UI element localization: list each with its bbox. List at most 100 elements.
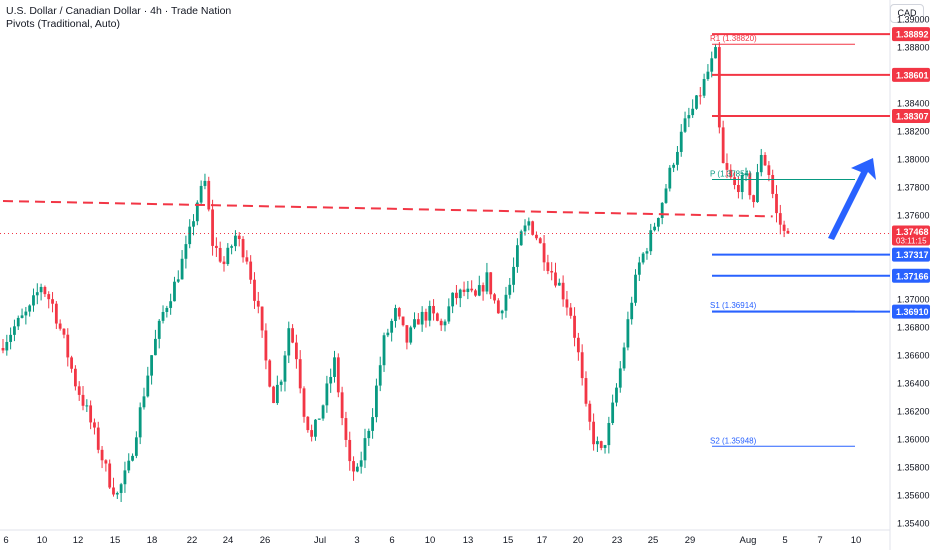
candle-body (573, 315, 576, 338)
candle-body (230, 246, 234, 248)
candle-body (424, 311, 428, 321)
candle-body (455, 292, 458, 299)
candle-body (85, 405, 89, 407)
candle-body (169, 301, 173, 308)
candle-body (561, 282, 565, 300)
candle-body (740, 174, 744, 193)
candle-body (748, 173, 752, 196)
x-tick-label: 24 (223, 535, 234, 546)
x-tick-label: 22 (187, 535, 198, 546)
bullish-arrow (828, 158, 876, 240)
candle-body (222, 261, 226, 265)
candle-body (401, 316, 405, 326)
candle-body (405, 325, 409, 343)
candle-body (519, 231, 523, 246)
candle-body (474, 290, 477, 296)
candle-body (512, 266, 515, 285)
candle-body (634, 274, 637, 303)
candle-body (291, 328, 294, 343)
candle-body (481, 285, 485, 292)
support-level-tag (892, 268, 930, 283)
candle-body (355, 466, 359, 472)
candle-body (645, 251, 649, 254)
candle-body (752, 195, 756, 203)
x-tick-label: 6 (3, 535, 8, 546)
candle-body (287, 328, 291, 356)
x-tick-label: 7 (817, 535, 822, 546)
candle-body (771, 175, 775, 194)
candle-body (100, 449, 104, 461)
candle-body (714, 47, 717, 59)
y-tick-label: 1.36200 (897, 407, 930, 417)
candle-body (733, 177, 736, 185)
candle-body (458, 289, 462, 299)
candle-body (138, 407, 142, 438)
candle-body (314, 419, 317, 437)
y-tick-label: 1.39000 (897, 15, 930, 25)
x-tick-label: 25 (648, 535, 659, 546)
x-tick-label: 26 (260, 535, 271, 546)
candle-body (325, 383, 329, 406)
x-tick-label: 6 (389, 535, 394, 546)
candle-body (123, 470, 127, 485)
candle-body (397, 308, 401, 317)
y-tick-label: 1.38200 (897, 127, 930, 137)
y-tick-label: 1.37600 (897, 211, 930, 221)
candle-body (428, 305, 432, 321)
candle-body (599, 441, 603, 448)
candle-body (630, 302, 634, 320)
candle-body (515, 245, 519, 267)
candle-body (146, 375, 150, 397)
candle-body (344, 418, 348, 440)
candle-body (489, 272, 493, 295)
candle-body (763, 154, 767, 166)
candle-body (378, 365, 382, 386)
candle-body (150, 355, 154, 376)
candle-body (77, 386, 81, 395)
candle-body (211, 209, 214, 246)
candle-body (348, 439, 352, 462)
candle-body (142, 396, 146, 408)
candle-body (504, 294, 508, 311)
candle-body (447, 306, 451, 322)
candle-body (462, 289, 466, 292)
candle-body (245, 257, 249, 262)
candle-body (588, 403, 592, 422)
candle-body (382, 335, 386, 366)
x-tick-label: Aug (740, 535, 757, 546)
candle-body (96, 427, 100, 450)
resistance-level-tag (892, 27, 930, 42)
candle-body (264, 330, 268, 361)
candle-body (173, 281, 176, 302)
y-tick-label: 1.38000 (897, 155, 930, 165)
candle-body (298, 359, 302, 389)
candle-body (62, 328, 66, 335)
candle-body (500, 310, 504, 314)
candle-body (679, 131, 683, 152)
candle-body (119, 484, 123, 493)
candle-body (550, 271, 554, 273)
candle-body (127, 460, 131, 471)
candle-body (554, 272, 557, 286)
candle-body (695, 95, 698, 109)
candle-body (237, 235, 241, 240)
support-level-value: 1.37166 (896, 271, 929, 281)
candle-body (394, 308, 397, 321)
candle-body (584, 378, 588, 404)
candle-body (272, 386, 275, 404)
candle-body (359, 460, 363, 467)
candle-body (275, 384, 279, 404)
candle-body (13, 326, 16, 335)
support-level-tag (892, 304, 930, 319)
chart-header: U.S. Dollar / Canadian Dollar · 4h · Tra… (6, 5, 231, 31)
candle-body (668, 167, 672, 189)
candle-body (203, 180, 207, 186)
candle-body (333, 357, 336, 377)
candle-body (268, 360, 272, 387)
candle-body (736, 184, 740, 193)
candle-body (626, 319, 630, 348)
pivot-label: P (1.37854) (710, 169, 752, 178)
candle-body (744, 173, 748, 175)
current-price-value: 1.37468 (896, 227, 929, 237)
